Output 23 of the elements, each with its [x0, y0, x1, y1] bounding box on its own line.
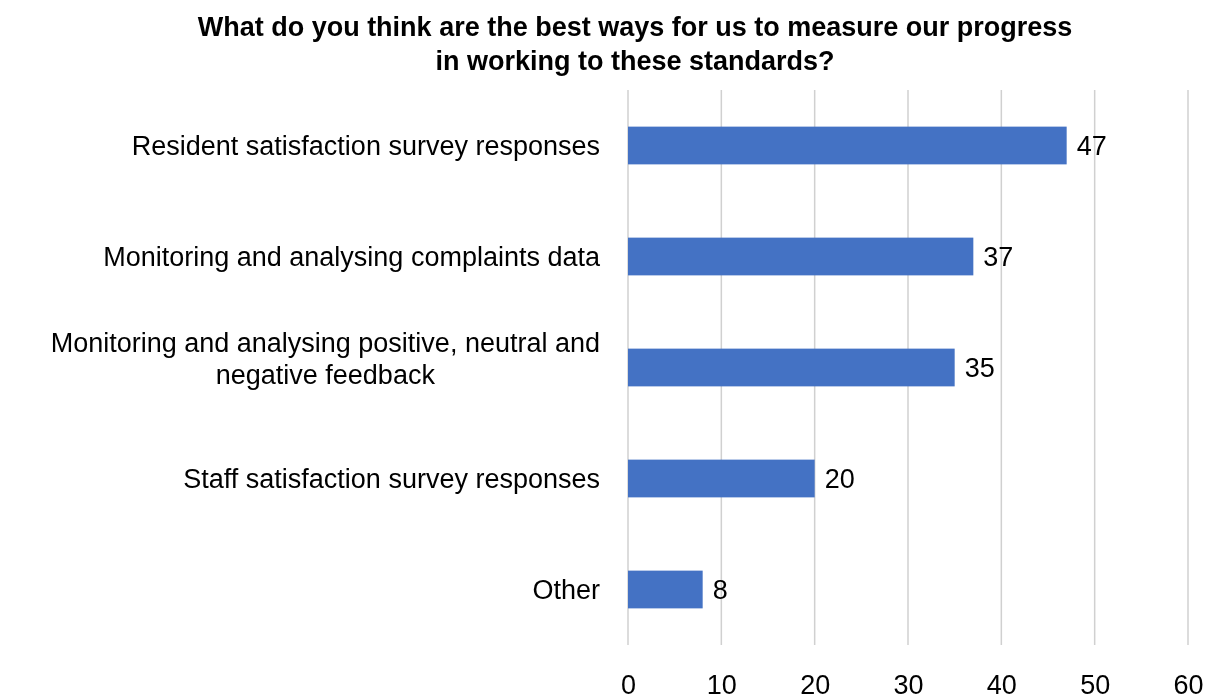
- bar: [628, 459, 815, 498]
- x-tick-label: 60: [1173, 670, 1204, 699]
- x-tick-label: 40: [986, 670, 1017, 699]
- data-label: 37: [983, 241, 1014, 272]
- bar: [628, 126, 1067, 165]
- bar: [628, 348, 955, 387]
- data-label: 35: [964, 352, 995, 383]
- x-tick-label: 0: [620, 670, 637, 699]
- x-tick-label: 30: [893, 670, 924, 699]
- data-label: 8: [712, 574, 728, 605]
- y-tick-label: Staff satisfaction survey responses: [183, 463, 600, 494]
- y-tick-label: Resident satisfaction survey responses: [131, 130, 600, 161]
- data-label: 20: [824, 463, 855, 494]
- bar: [628, 237, 974, 276]
- data-label: 47: [1076, 130, 1107, 161]
- y-tick-label: Other: [532, 574, 600, 605]
- x-tick-label: 20: [800, 670, 831, 699]
- x-tick-label: 10: [706, 670, 737, 699]
- bar: [628, 570, 703, 609]
- x-tick-label: 50: [1080, 670, 1111, 699]
- y-tick-label: Monitoring and analysing complaints data: [103, 241, 601, 272]
- y-tick-label: Monitoring and analysing positive, neutral and negative feedback: [50, 327, 600, 390]
- chart-title: What do you think are the best ways for us to measure our progress in working to these standards?: [197, 12, 1073, 76]
